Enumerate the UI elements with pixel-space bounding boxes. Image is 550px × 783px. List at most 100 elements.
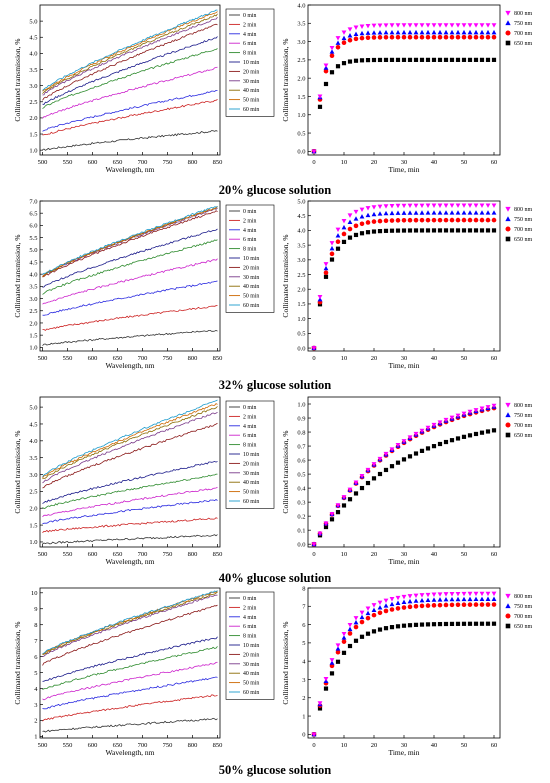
data-point-triangle-up: [347, 219, 353, 225]
kinetics-legend-label: 700 nm: [514, 423, 533, 429]
data-point-triangle-down: [491, 203, 497, 208]
data-point-triangle-down: [401, 439, 407, 444]
data-point-square: [335, 659, 341, 664]
data-point-triangle-up: [419, 597, 425, 603]
data-point-triangle-up: [419, 29, 425, 35]
kinetics-x-tick-label: 50: [461, 742, 468, 749]
data-point-square: [365, 58, 371, 63]
spectra-x-tick-label: 750: [163, 742, 173, 749]
data-point-triangle-down: [329, 241, 335, 246]
data-point-square: [365, 480, 371, 486]
spectrum-line-2-min: [42, 517, 218, 533]
spectra-x-tick-label: 800: [188, 355, 198, 362]
data-point-triangle-down: [323, 63, 329, 68]
data-point-triangle-down: [479, 591, 485, 597]
data-point-square: [485, 228, 491, 233]
data-point-square: [505, 40, 511, 46]
data-point-triangle-up: [413, 598, 419, 603]
panel-caption: 20% glucose solution: [218, 183, 332, 197]
spectrum-line-20-min: [42, 210, 218, 278]
data-point-triangle-down: [479, 203, 485, 208]
data-point-square: [383, 626, 389, 631]
data-point-square: [323, 274, 329, 279]
spectra-y-tick-label: 2.5: [29, 308, 37, 315]
data-point-circle: [455, 34, 461, 40]
spectra-y-tick-label: 1.5: [29, 131, 37, 138]
data-point-triangle-up: [365, 610, 371, 616]
spectra-legend-label: 0 min: [243, 405, 256, 411]
spectrum-line-0-min: [42, 329, 218, 346]
data-point-triangle-down: [371, 462, 377, 467]
spectra-x-tick-label: 750: [163, 159, 173, 166]
spectra-legend-box: [225, 591, 275, 700]
spectra-chart: 500 550 600 650 700 750 800 850 1 2 3 4 5 6 7 8 9 10 Wavel…: [13, 587, 275, 757]
data-point-circle: [437, 217, 443, 223]
data-point-circle: [407, 217, 413, 223]
data-point-triangle-down: [449, 415, 455, 421]
spectra-legend-label: 20 min: [243, 652, 259, 658]
data-point-circle: [425, 603, 431, 608]
data-point-triangle-up: [449, 210, 455, 215]
data-point-triangle-down: [383, 598, 389, 604]
data-point-circle: [491, 602, 497, 607]
kinetics-legend-label: 750 nm: [514, 413, 533, 419]
data-point-triangle-up: [383, 30, 389, 35]
data-point-square: [371, 229, 377, 234]
data-point-circle: [353, 223, 359, 229]
data-point-square: [479, 57, 485, 62]
kinetics-y-tick-label: 3.0: [297, 257, 305, 264]
data-point-triangle-down: [407, 594, 413, 599]
data-point-triangle-up: [389, 601, 395, 607]
kinetics-y-tick-label: 4.0: [297, 2, 305, 9]
kinetics-x-tick-label: 60: [491, 355, 498, 362]
data-point-square: [449, 621, 455, 627]
data-point-triangle-down: [329, 512, 335, 517]
data-point-triangle-up: [335, 646, 341, 651]
kinetics-y-tick-label: 0.5: [297, 130, 305, 137]
data-point-square: [353, 232, 359, 238]
data-point-square: [413, 57, 419, 62]
data-point-triangle-down: [455, 591, 461, 597]
spectra-y-tick-label: 3.0: [29, 83, 37, 90]
data-point-triangle-down: [485, 405, 491, 410]
data-point-square: [449, 57, 455, 62]
data-point-square: [347, 59, 353, 64]
data-point-triangle-up: [425, 210, 431, 215]
data-point-triangle-up: [461, 29, 467, 35]
spectra-legend-label: 4 min: [243, 424, 256, 430]
kinetics-y-tick-label: 3.5: [297, 242, 305, 249]
data-point-square: [383, 57, 389, 63]
kinetics-x-tick-label: 50: [461, 159, 468, 166]
kinetics-x-tick-label: 0: [312, 742, 315, 749]
spectra-y-tick-label: 5.5: [29, 235, 37, 242]
spectra-y-tick-label: 2.5: [29, 489, 37, 496]
data-point-triangle-up: [485, 210, 491, 215]
data-point-triangle-down: [461, 23, 467, 28]
kinetics-legend-label: 800 nm: [514, 403, 533, 409]
kinetics-y-tick-label: 3.5: [297, 21, 305, 28]
data-point-square: [359, 634, 365, 639]
spectra-x-tick-label: 700: [138, 551, 148, 558]
kinetics-y-tick-label: 4.5: [297, 213, 305, 220]
spectra-y-tick-label: 7.0: [29, 198, 37, 205]
panel-caption: 50% glucose solution: [218, 763, 332, 777]
spectra-x-tick-label: 850: [213, 551, 223, 558]
data-point-triangle-down: [461, 203, 467, 208]
data-point-square: [335, 246, 341, 251]
spectra-legend-label: 30 min: [243, 662, 259, 668]
spectra-y-tick-label: 10: [31, 590, 38, 597]
data-point-triangle-down: [323, 521, 329, 526]
data-point-triangle-up: [395, 600, 401, 605]
spectra-x-tick-label: 600: [88, 551, 98, 558]
data-point-circle: [335, 649, 341, 655]
spectra-chart: 500 550 600 650 700 750 800 850 1.0 1.5 2.0 2.5 3.0 3…: [13, 4, 275, 174]
data-point-circle: [449, 34, 455, 40]
data-point-square: [431, 622, 437, 627]
data-point-circle: [407, 604, 413, 610]
kinetics-y-tick-label: 4: [302, 658, 306, 665]
data-point-triangle-up: [467, 29, 473, 35]
data-point-triangle-up: [485, 29, 491, 35]
data-point-circle: [419, 34, 425, 40]
spectrum-line-50-min: [42, 403, 218, 479]
data-point-circle: [335, 44, 341, 50]
